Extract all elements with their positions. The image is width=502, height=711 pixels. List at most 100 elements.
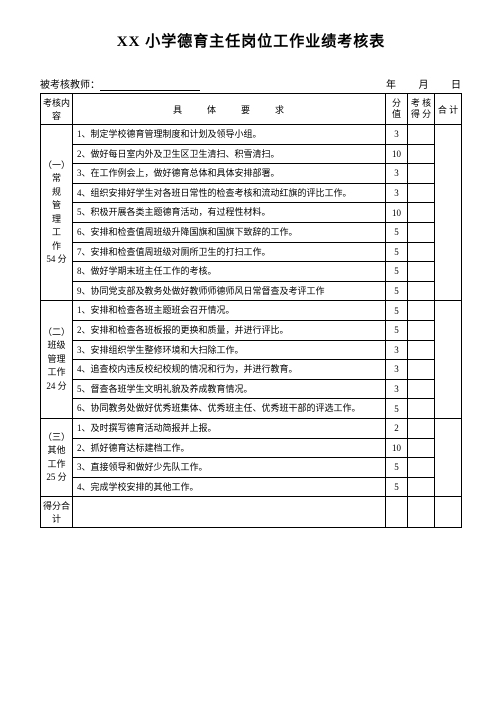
requirement-cell: 7、安排和检查值周班级对厕所卫生的打扫工作。	[73, 242, 386, 262]
score-cell: 3	[386, 379, 408, 399]
score-cell: 5	[386, 242, 408, 262]
score-cell: 10	[386, 144, 408, 164]
table-row: 9、协同党支部及教务处做好教师师德师风日常督查及考评工作5	[41, 281, 462, 301]
requirement-cell: 3、直接领导和做好少先队工作。	[73, 458, 386, 478]
category-cell: （二）班级管理工作24 分	[41, 301, 73, 419]
category-line: 54 分	[43, 253, 70, 267]
footer-empty	[435, 497, 462, 528]
table-row: 4、组织安排好学生对各班日常性的检查考核和流动红旗的评比工作。3	[41, 183, 462, 203]
earned-cell	[408, 144, 435, 164]
score-cell: 3	[386, 164, 408, 184]
requirement-cell: 1、制定学校德育管理制度和计划及领导小组。	[73, 125, 386, 145]
requirement-cell: 5、积极开展各类主题德育活动，有过程性材料。	[73, 203, 386, 223]
score-cell: 5	[386, 301, 408, 321]
table-row: 4、完成学校安排的其他工作。5	[41, 477, 462, 497]
page-title: XX 小学德育主任岗位工作业绩考核表	[40, 30, 462, 51]
category-line: （三）	[43, 431, 70, 445]
table-row: 4、追查校内违反校纪校规的情况和行为，并进行教育。3	[41, 360, 462, 380]
th-earned: 考 核 得 分	[408, 94, 435, 125]
footer-row: 得分合计	[41, 497, 462, 528]
category-line: 管理	[43, 353, 70, 367]
earned-cell	[408, 379, 435, 399]
earned-cell	[408, 203, 435, 223]
total-cell	[435, 125, 462, 301]
category-line: （一）	[43, 159, 70, 173]
th-earned-l1: 考 核	[408, 98, 434, 109]
score-cell: 2	[386, 418, 408, 438]
score-cell: 3	[386, 183, 408, 203]
requirement-cell: 6、协同教务处做好优秀班集体、优秀班主任、优秀班干部的评选工作。	[73, 399, 386, 419]
score-cell: 3	[386, 125, 408, 145]
th-category: 考核内容	[41, 94, 73, 125]
requirement-cell: 2、抓好德育达标建档工作。	[73, 438, 386, 458]
earned-cell	[408, 262, 435, 282]
score-cell: 5	[386, 222, 408, 242]
earned-cell	[408, 458, 435, 478]
earned-cell	[408, 125, 435, 145]
table-row: （一）常规管理工作54 分1、制定学校德育管理制度和计划及领导小组。3	[41, 125, 462, 145]
requirement-cell: 4、追查校内违反校纪校规的情况和行为，并进行教育。	[73, 360, 386, 380]
requirement-cell: 4、完成学校安排的其他工作。	[73, 477, 386, 497]
table-row: 8、做好学期末班主任工作的考核。5	[41, 262, 462, 282]
score-cell: 5	[386, 320, 408, 340]
earned-cell	[408, 418, 435, 438]
requirement-cell: 2、安排和检查各班板报的更换和质量，并进行评比。	[73, 320, 386, 340]
score-cell: 5	[386, 477, 408, 497]
requirement-cell: 4、组织安排好学生对各班日常性的检查考核和流动红旗的评比工作。	[73, 183, 386, 203]
month-label: 月	[419, 80, 430, 91]
table-row: 2、抓好德育达标建档工作。10	[41, 438, 462, 458]
th-requirement: 具 体 要 求	[73, 94, 386, 125]
category-line: 工作	[43, 366, 70, 380]
assessment-table: 考核内容 具 体 要 求 分 值 考 核 得 分 合 计 （一）常规管理工作54…	[40, 93, 462, 528]
category-cell: （三）其他工作25 分	[41, 418, 73, 496]
earned-cell	[408, 438, 435, 458]
table-row: 3、在工作例会上，做好德育总体和具体安排部署。3	[41, 164, 462, 184]
requirement-cell: 2、做好每日室内外及卫生区卫生清扫、积雪清扫。	[73, 144, 386, 164]
category-line: 24 分	[43, 380, 70, 394]
score-cell: 5	[386, 399, 408, 419]
requirement-cell: 5、督查各班学生文明礼貌及养成教育情况。	[73, 379, 386, 399]
category-line: 管	[43, 199, 70, 213]
footer-empty	[408, 497, 435, 528]
score-cell: 10	[386, 438, 408, 458]
th-score-l1: 分	[386, 98, 407, 109]
teacher-underline	[100, 90, 200, 91]
category-line: 工作	[43, 458, 70, 472]
category-line: 作	[43, 240, 70, 254]
earned-cell	[408, 477, 435, 497]
earned-cell	[408, 164, 435, 184]
category-line: 理	[43, 213, 70, 227]
score-cell: 10	[386, 203, 408, 223]
table-row: 3、安排组织学生整修环境和大扫除工作。3	[41, 340, 462, 360]
score-cell: 5	[386, 262, 408, 282]
score-cell: 5	[386, 458, 408, 478]
requirement-cell: 3、在工作例会上，做好德育总体和具体安排部署。	[73, 164, 386, 184]
requirement-cell: 6、安排和检查值周班级升降国旗和国旗下致辞的工作。	[73, 222, 386, 242]
earned-cell	[408, 301, 435, 321]
table-row: 5、督查各班学生文明礼貌及养成教育情况。3	[41, 379, 462, 399]
table-row: 6、协同教务处做好优秀班集体、优秀班主任、优秀班干部的评选工作。5	[41, 399, 462, 419]
category-line: 规	[43, 186, 70, 200]
table-row: 6、安排和检查值周班级升降国旗和国旗下致辞的工作。5	[41, 222, 462, 242]
score-cell: 3	[386, 340, 408, 360]
earned-cell	[408, 320, 435, 340]
day-label: 日	[451, 80, 462, 91]
category-line: 其他	[43, 444, 70, 458]
year-label: 年	[386, 80, 397, 91]
footer-empty	[73, 497, 386, 528]
th-earned-l2: 得 分	[408, 109, 434, 120]
total-cell	[435, 418, 462, 496]
header-row: 被考核教师： 年 月 日	[40, 76, 462, 91]
requirement-cell: 3、安排组织学生整修环境和大扫除工作。	[73, 340, 386, 360]
earned-cell	[408, 183, 435, 203]
date-fields: 年 月 日	[368, 76, 462, 91]
table-row: 7、安排和检查值周班级对厕所卫生的打扫工作。5	[41, 242, 462, 262]
earned-cell	[408, 281, 435, 301]
requirement-cell: 1、及时撰写德育活动简报并上报。	[73, 418, 386, 438]
score-cell: 3	[386, 360, 408, 380]
table-row: （二）班级管理工作24 分1、安排和检查各班主题班会召开情况。5	[41, 301, 462, 321]
earned-cell	[408, 399, 435, 419]
requirement-cell: 1、安排和检查各班主题班会召开情况。	[73, 301, 386, 321]
total-cell	[435, 301, 462, 419]
table-row: 3、直接领导和做好少先队工作。5	[41, 458, 462, 478]
